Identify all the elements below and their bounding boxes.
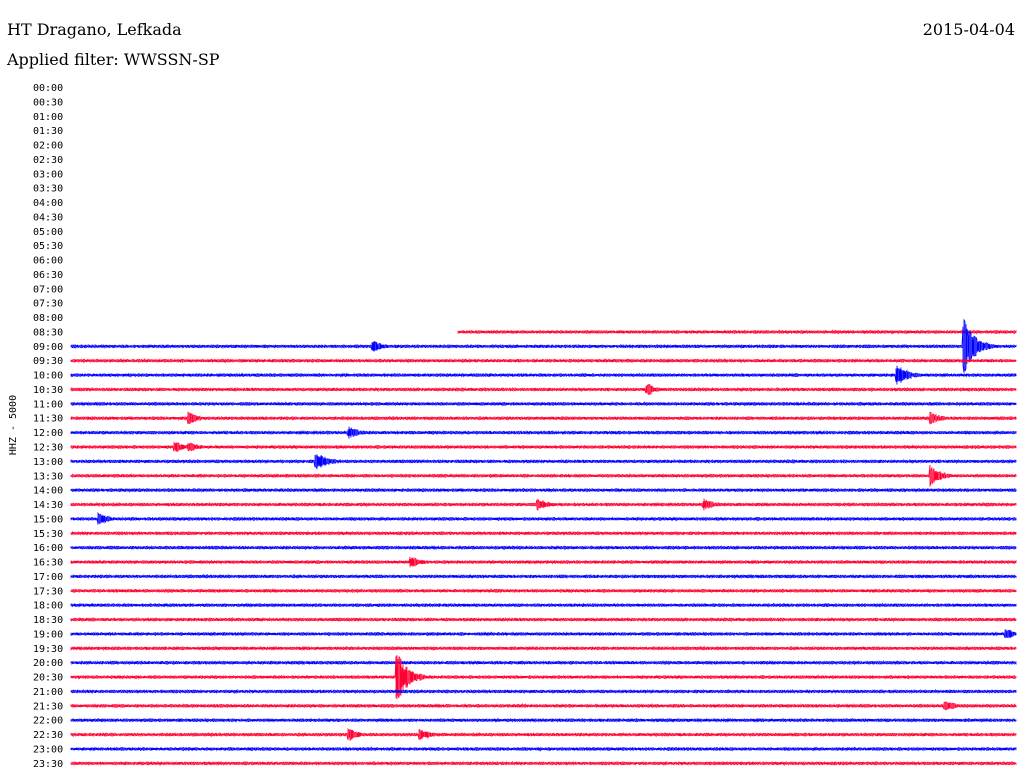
tick-label-1330: 13:30	[33, 471, 63, 482]
tick-label-2200: 22:00	[33, 716, 63, 727]
tick-label-2000: 20:00	[33, 658, 63, 669]
tick-label-0930: 09:30	[33, 356, 63, 367]
trace-2200	[70, 717, 1017, 723]
tick-label-1900: 19:00	[33, 629, 63, 640]
seismic-traces	[70, 318, 1017, 767]
trace-1230	[70, 441, 1017, 452]
trace-1000	[70, 365, 1017, 385]
tick-label-0830: 08:30	[33, 327, 63, 338]
tick-label-2030: 20:30	[33, 673, 63, 684]
trace-1900	[70, 629, 1017, 639]
tick-label-1030: 10:30	[33, 385, 63, 396]
tick-label-1100: 11:00	[33, 399, 63, 410]
tick-label-1230: 12:30	[33, 443, 63, 454]
tick-label-0630: 06:30	[33, 270, 63, 281]
trace-1600	[70, 544, 1017, 551]
tick-label-0500: 05:00	[33, 227, 63, 238]
station-title: HT Dragano, Lefkada	[7, 20, 182, 39]
tick-label-1200: 12:00	[33, 428, 63, 439]
tick-label-1730: 17:30	[33, 586, 63, 597]
trace-2330	[70, 760, 1017, 767]
tick-label-2300: 23:00	[33, 744, 63, 755]
tick-label-0300: 03:00	[33, 169, 63, 180]
tick-label-2230: 22:30	[33, 730, 63, 741]
tick-label-2100: 21:00	[33, 687, 63, 698]
tick-label-1700: 17:00	[33, 572, 63, 583]
tick-label-0230: 02:30	[33, 155, 63, 166]
tick-label-1830: 18:30	[33, 615, 63, 626]
tick-label-2330: 23:30	[33, 759, 63, 770]
tick-label-0730: 07:30	[33, 299, 63, 310]
tick-label-1530: 15:30	[33, 529, 63, 540]
tick-label-0130: 01:30	[33, 126, 63, 137]
trace-1530	[70, 530, 1017, 537]
tick-label-1800: 18:00	[33, 601, 63, 612]
tick-label-0000: 00:00	[33, 83, 63, 94]
tick-label-0530: 05:30	[33, 241, 63, 252]
time-tick-labels: 00:00 00:30 01:00 01:30 02:00 02:30 03:00 03:30…	[33, 83, 63, 770]
trace-1300	[70, 454, 1017, 470]
trace-1930	[70, 645, 1017, 652]
trace-2100	[70, 688, 1017, 695]
trace-1800	[70, 602, 1017, 608]
tick-label-0900: 09:00	[33, 342, 63, 353]
trace-2000	[70, 659, 1017, 666]
trace-2230	[70, 727, 1017, 742]
tick-label-1630: 16:30	[33, 558, 63, 569]
y-axis-label: HHZ - 5000	[8, 395, 19, 455]
filter-label: Applied filter: WWSSN-SP	[7, 50, 220, 69]
tick-label-2130: 21:30	[33, 701, 63, 712]
trace-1400	[70, 487, 1017, 493]
tick-label-0330: 03:30	[33, 184, 63, 195]
trace-1030	[70, 383, 1017, 395]
tick-label-1600: 16:00	[33, 543, 63, 554]
tick-label-1930: 19:30	[33, 644, 63, 655]
tick-label-0430: 04:30	[33, 212, 63, 223]
trace-2030	[70, 655, 1017, 700]
trace-1630	[70, 556, 1017, 568]
tick-label-1300: 13:00	[33, 457, 63, 468]
trace-1130	[70, 411, 1017, 425]
date-label: 2015-04-04	[922, 20, 1015, 39]
trace-1330	[70, 464, 1017, 487]
trace-1700	[70, 573, 1017, 580]
trace-0830	[457, 329, 1017, 335]
trace-2300	[70, 746, 1017, 752]
tick-label-0400: 04:00	[33, 198, 63, 209]
trace-1200	[70, 426, 1017, 439]
tick-label-0800: 08:00	[33, 313, 63, 324]
tick-label-1430: 14:30	[33, 500, 63, 511]
trace-0930	[70, 357, 1017, 364]
tick-label-0200: 02:00	[33, 141, 63, 152]
tick-label-0100: 01:00	[33, 112, 63, 123]
tick-label-1500: 15:00	[33, 514, 63, 525]
tick-label-0700: 07:00	[33, 284, 63, 295]
tick-label-1000: 10:00	[33, 371, 63, 382]
trace-1730	[70, 588, 1017, 594]
trace-1500	[70, 511, 1017, 525]
trace-2130	[70, 701, 1017, 711]
tick-label-1400: 14:00	[33, 486, 63, 497]
tick-label-1130: 11:30	[33, 414, 63, 425]
tick-label-0600: 06:00	[33, 256, 63, 267]
tick-label-0030: 00:30	[33, 97, 63, 108]
trace-1100	[70, 401, 1017, 407]
trace-1430	[70, 498, 1017, 511]
trace-1830	[70, 616, 1017, 623]
trace-0900	[70, 318, 1017, 373]
